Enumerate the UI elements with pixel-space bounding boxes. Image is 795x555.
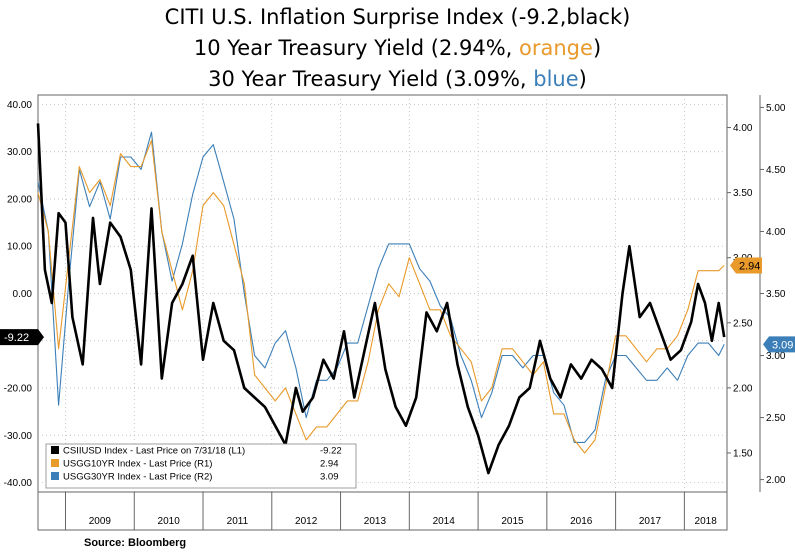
- title-line-3-color-word: blue: [533, 67, 579, 91]
- chart-title-line-1: CITI U.S. Inflation Surprise Index (-9.2…: [164, 5, 631, 29]
- x-axis-year-label: 2014: [433, 516, 456, 527]
- left-axis-tick-label: -30.00: [4, 431, 33, 442]
- x-axis-year-label: 2009: [89, 516, 112, 527]
- left-last-value-tag: -9.22: [4, 332, 29, 344]
- left-axis-tick-label: 10.00: [7, 242, 32, 253]
- x-axis-year-label: 2011: [227, 516, 249, 527]
- left-axis-tick-label: 30.00: [7, 147, 32, 158]
- title-line-3-suffix: ): [578, 67, 587, 91]
- series-line-usgg30yr-index: [37, 131, 725, 443]
- legend-entry-value: 3.09: [320, 472, 339, 483]
- left-axis-tick-label: 40.00: [7, 100, 32, 111]
- title-line-3-prefix: 30 Year Treasury Yield (3.09%,: [208, 67, 534, 91]
- x-axis-year-label: 2010: [158, 516, 181, 527]
- x-axis-year-label: 2016: [570, 516, 593, 527]
- left-axis-tick-label: -40.00: [4, 478, 33, 489]
- title-line-2-suffix: ): [592, 36, 602, 60]
- legend-box: [45, 443, 357, 489]
- x-axis-year-label: 2015: [501, 516, 524, 527]
- r1-axis-tick-label: 4.00: [733, 123, 753, 134]
- left-axis-tick-label: 0.00: [13, 289, 33, 300]
- legend-entry-value: 2.94: [320, 459, 339, 470]
- left-last-value-tag-bg: [0, 329, 44, 346]
- x-axis-year-label: 2018: [695, 516, 718, 527]
- chart-title-block: CITI U.S. Inflation Surprise Index (-9.2…: [0, 0, 795, 95]
- series-line-usgg10yr-index: [37, 140, 725, 454]
- r1-last-value-tag: 2.94: [739, 261, 760, 273]
- series-line-csiiusd-index: [36, 123, 726, 475]
- r2-axis-tick-label: 4.50: [766, 165, 786, 176]
- legend-entry-value: -9.22: [320, 446, 342, 457]
- r2-last-value-tag: 3.09: [772, 339, 793, 351]
- legend-swatch: [51, 446, 59, 454]
- title-line-2-color-word: orange: [519, 36, 593, 60]
- r1-axis-tick-label: 1.50: [733, 448, 753, 459]
- x-axis-year-label: 2012: [295, 516, 318, 527]
- chart-title-line-2: 10 Year Treasury Yield (2.94%, orange): [0, 33, 795, 64]
- legend-entry-label: USGG30YR Index - Last Price (R2): [63, 472, 212, 483]
- left-axis-tick-label: -20.00: [4, 384, 33, 395]
- r2-last-value-tag-bg: [763, 336, 795, 353]
- legend-swatch: [51, 459, 59, 467]
- r2-axis-tick-label: 3.50: [766, 289, 786, 300]
- r2-axis-tick-label: 2.50: [766, 413, 786, 424]
- r2-axis-tick-label: 5.00: [766, 103, 786, 114]
- r1-last-value-tag-bg: [730, 257, 762, 274]
- r2-axis-tick-label: 2.00: [766, 475, 786, 486]
- left-axis-tick-label: 20.00: [7, 194, 32, 205]
- r2-axis-tick-label: 4.00: [766, 227, 786, 238]
- r1-axis-tick-label: 2.50: [733, 318, 753, 329]
- r1-axis-tick-label: 2.00: [733, 383, 753, 394]
- title-line-2-prefix: 10 Year Treasury Yield (2.94%,: [193, 36, 520, 60]
- chart-title-line-3: 30 Year Treasury Yield (3.09%, blue): [0, 64, 795, 95]
- legend-entry-label: CSIIUSD Index - Last Price on 7/31/18 (L…: [63, 446, 245, 457]
- legend-swatch: [51, 472, 59, 480]
- legend-entry-label: USGG10YR Index - Last Price (R1): [63, 459, 212, 470]
- source-note: Source: Bloomberg: [84, 537, 187, 549]
- x-axis-year-label: 2013: [364, 516, 387, 527]
- r2-axis-tick-label: 3.00: [766, 351, 786, 362]
- r1-axis-tick-label: 3.50: [733, 188, 753, 199]
- x-axis-year-label: 2017: [639, 516, 662, 527]
